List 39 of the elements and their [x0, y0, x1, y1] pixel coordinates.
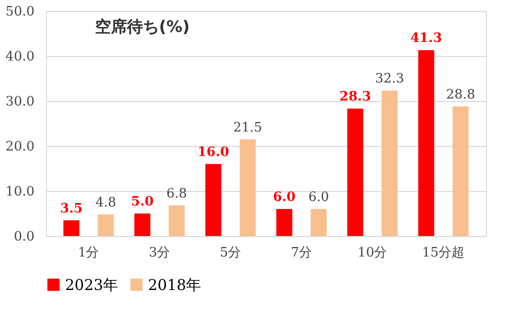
y-tick-label: 10.0: [6, 184, 34, 200]
bar: [205, 164, 222, 236]
x-tick-label: 1分: [78, 246, 100, 260]
bar: [134, 214, 150, 236]
data-label: 6.8: [166, 186, 188, 202]
x-tick-label: 10分: [358, 246, 388, 260]
data-label: 32.3: [375, 72, 404, 87]
legend-label: 2018年: [148, 276, 202, 294]
bar: [63, 220, 80, 236]
bar: [452, 106, 469, 236]
y-tick-label: 40.0: [6, 50, 34, 64]
data-label: 28.3: [339, 90, 372, 105]
y-tick-label: 20.0: [6, 140, 34, 154]
y-tick-label: 0.0: [14, 230, 34, 244]
bar: [382, 90, 398, 236]
chart-title: 空席待ち(%): [95, 17, 190, 36]
legend-label: 2023年: [65, 276, 118, 294]
data-label: 6.0: [308, 190, 330, 205]
data-label: 5.0: [131, 194, 154, 210]
bar: [98, 214, 114, 236]
x-tick-label: 3分: [148, 246, 170, 260]
y-tick-label: 50.0: [6, 4, 34, 20]
data-label: 41.3: [410, 31, 442, 46]
data-label: 28.8: [446, 87, 476, 102]
data-label: 3.5: [60, 201, 83, 216]
data-label: 16.0: [197, 145, 230, 160]
bar: [310, 209, 327, 236]
bar: [276, 209, 292, 236]
y-tick-label: 30.0: [6, 94, 34, 110]
bar: [347, 108, 364, 236]
bar: [418, 50, 434, 236]
bar: [240, 139, 256, 236]
x-tick-label: 7分: [290, 246, 312, 260]
x-tick-label: 5分: [220, 246, 242, 260]
data-label: 21.5: [233, 120, 262, 136]
x-tick-label: 15分超: [422, 246, 465, 260]
bar: [168, 205, 185, 236]
data-label: 6.0: [272, 190, 296, 205]
data-label: 4.8: [95, 195, 116, 210]
